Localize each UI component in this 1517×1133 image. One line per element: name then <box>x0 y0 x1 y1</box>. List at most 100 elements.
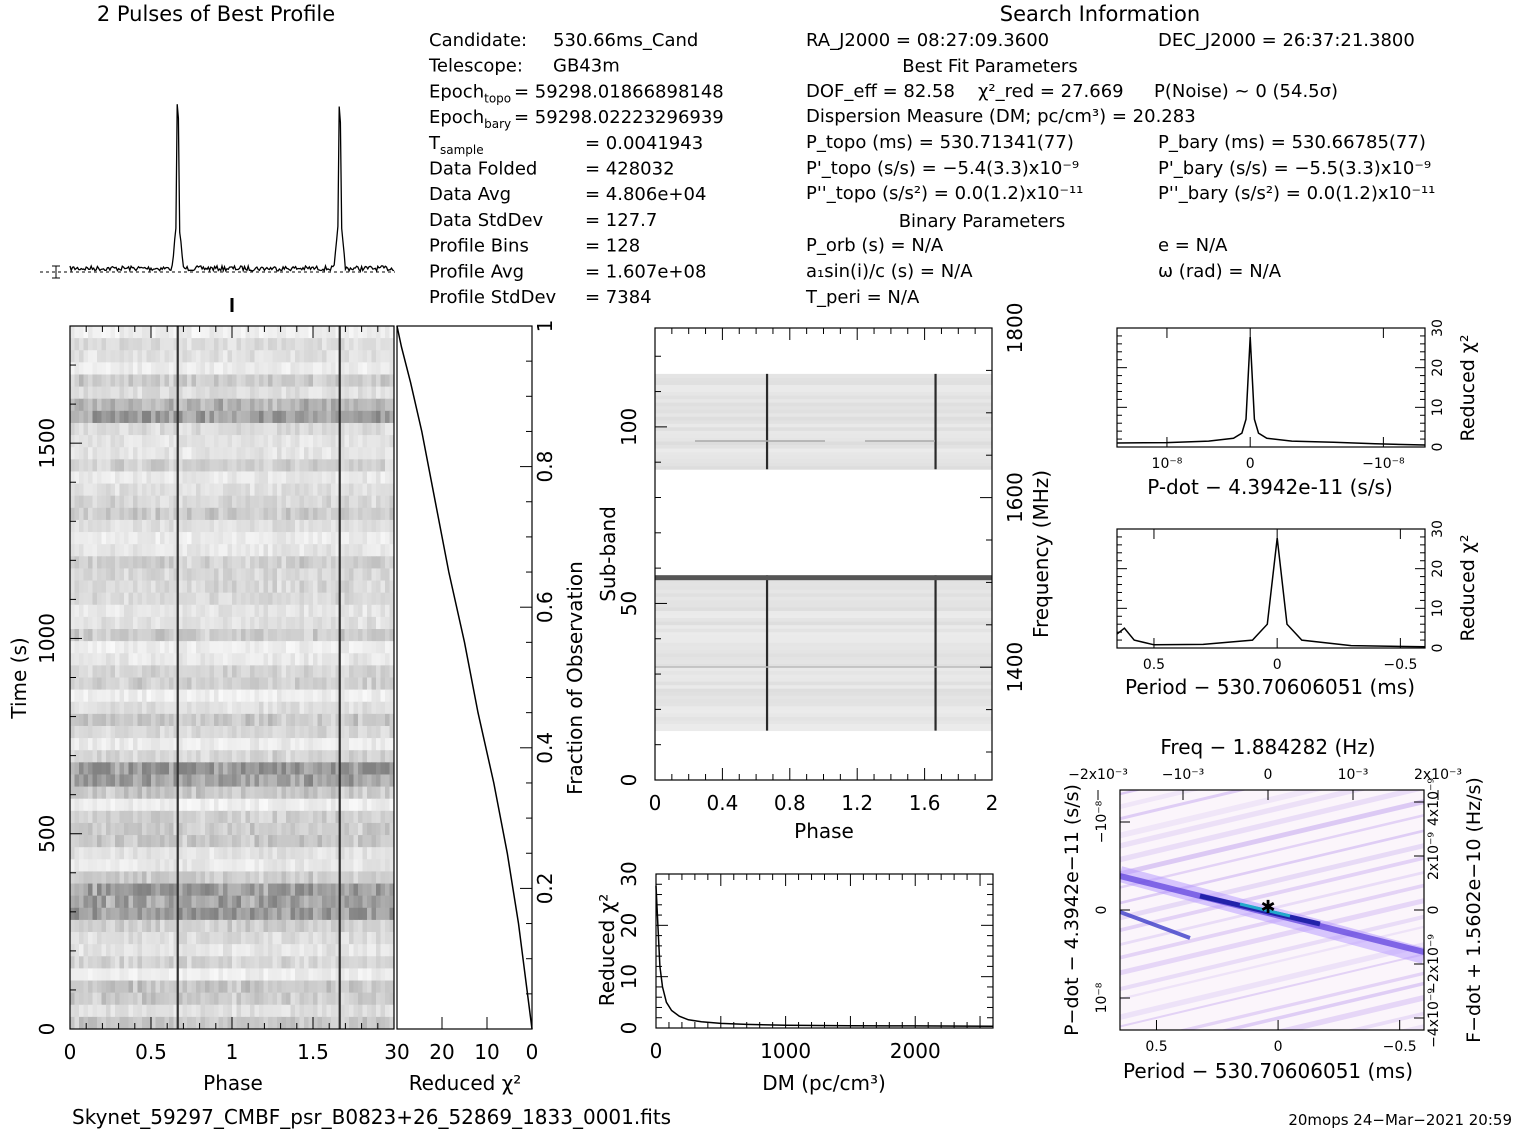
tp-cell <box>209 944 215 957</box>
tp-cell <box>304 677 310 691</box>
tp-cell <box>331 568 337 582</box>
tp-cell <box>313 980 319 994</box>
tp-cell <box>295 677 301 691</box>
tp-cell <box>245 980 251 994</box>
tp-cell <box>101 871 107 885</box>
tp-cell <box>119 725 125 739</box>
tp-cell <box>92 604 98 618</box>
tp-cell <box>308 713 314 727</box>
tp-cell <box>277 980 283 994</box>
tp-cell <box>250 798 256 812</box>
tp-cell <box>151 435 157 448</box>
tp-cell <box>277 677 283 691</box>
tp-cell <box>344 847 350 860</box>
tp-cell <box>169 980 175 994</box>
tp-cell <box>164 592 170 606</box>
tp-cell <box>173 774 179 788</box>
tp-cell <box>205 750 211 763</box>
tp-cell <box>214 992 220 1006</box>
tp-cell <box>74 338 80 351</box>
tp-cell <box>344 532 350 545</box>
tp-cell <box>299 641 305 654</box>
tp-cell <box>214 932 220 945</box>
tp-cell <box>290 677 296 691</box>
tp-cell <box>70 616 76 630</box>
tp-cell <box>83 398 89 412</box>
tp-cell <box>119 483 125 497</box>
tp-cell <box>349 956 355 969</box>
tp-cell <box>367 968 373 982</box>
tp-cell <box>218 713 224 727</box>
tp-cell <box>254 822 260 836</box>
tp-cell <box>317 326 323 339</box>
tp-cell <box>263 750 269 763</box>
tp-cell <box>358 992 364 1006</box>
tp-cell <box>389 689 394 703</box>
tp-cell <box>160 532 166 545</box>
tp-cell <box>295 992 301 1006</box>
tp-cell <box>74 374 80 388</box>
tp-cell <box>313 459 319 473</box>
sb-row <box>655 458 992 463</box>
tp-cell <box>169 944 175 957</box>
tp-cell <box>88 1004 94 1018</box>
tp-cell <box>151 544 157 557</box>
tp-cell <box>191 568 197 582</box>
tp-cell <box>70 641 76 654</box>
tp-cell <box>380 810 386 824</box>
tp-cell <box>79 653 85 666</box>
tp-cell <box>142 835 148 848</box>
tp-cell <box>196 604 202 618</box>
sb-xtick-label: 0 <box>649 791 662 815</box>
tp-cell <box>88 326 94 339</box>
tp-cell <box>385 629 391 642</box>
tp-cell <box>83 738 89 751</box>
tp-cell <box>214 738 220 751</box>
tp-cell <box>358 459 364 473</box>
tp-cell <box>389 556 394 570</box>
tp-cell <box>286 410 292 424</box>
tp-cell <box>223 398 229 412</box>
tp-cell <box>101 968 107 982</box>
tp-cell <box>115 447 121 460</box>
tp-cell <box>380 665 386 679</box>
tp-cell <box>173 895 179 909</box>
tp-cell <box>115 544 121 557</box>
tp-cell <box>263 616 269 630</box>
tp-cell <box>313 883 319 897</box>
tp-cell <box>335 883 341 897</box>
tp-cell <box>205 798 211 812</box>
tp-cell <box>214 580 220 594</box>
tp-cell <box>290 507 296 521</box>
tp-cell <box>151 568 157 582</box>
tp-cell <box>124 507 130 521</box>
tp-cell <box>344 895 350 909</box>
tp-cell <box>173 435 179 448</box>
tp-cell <box>115 1016 121 1029</box>
tp-cell <box>371 677 377 691</box>
tp-cell <box>344 459 350 473</box>
tp-cell <box>128 932 134 945</box>
sb-xtick-label: 0.8 <box>774 791 806 815</box>
tp-cell <box>290 798 296 812</box>
tp-cell <box>97 362 103 376</box>
tp-cell <box>128 641 134 654</box>
tp-cell <box>286 774 292 788</box>
tp-cell <box>340 350 346 363</box>
tp-cell <box>340 725 346 739</box>
tp-cell <box>151 980 157 994</box>
tp-cell <box>218 701 224 715</box>
tp-cell <box>259 447 265 460</box>
tp-cell <box>196 750 202 763</box>
tp-cell <box>128 774 134 788</box>
tp-cell <box>389 483 394 497</box>
tp-cell <box>173 604 179 618</box>
tp-cell <box>367 592 373 606</box>
tp-cell <box>277 641 283 654</box>
tp-cell <box>155 653 161 666</box>
tp-cell <box>200 568 206 582</box>
tp-cell <box>74 616 80 630</box>
tp-cell <box>277 798 283 812</box>
tp-cell <box>371 604 377 618</box>
tp-cell <box>326 471 332 485</box>
